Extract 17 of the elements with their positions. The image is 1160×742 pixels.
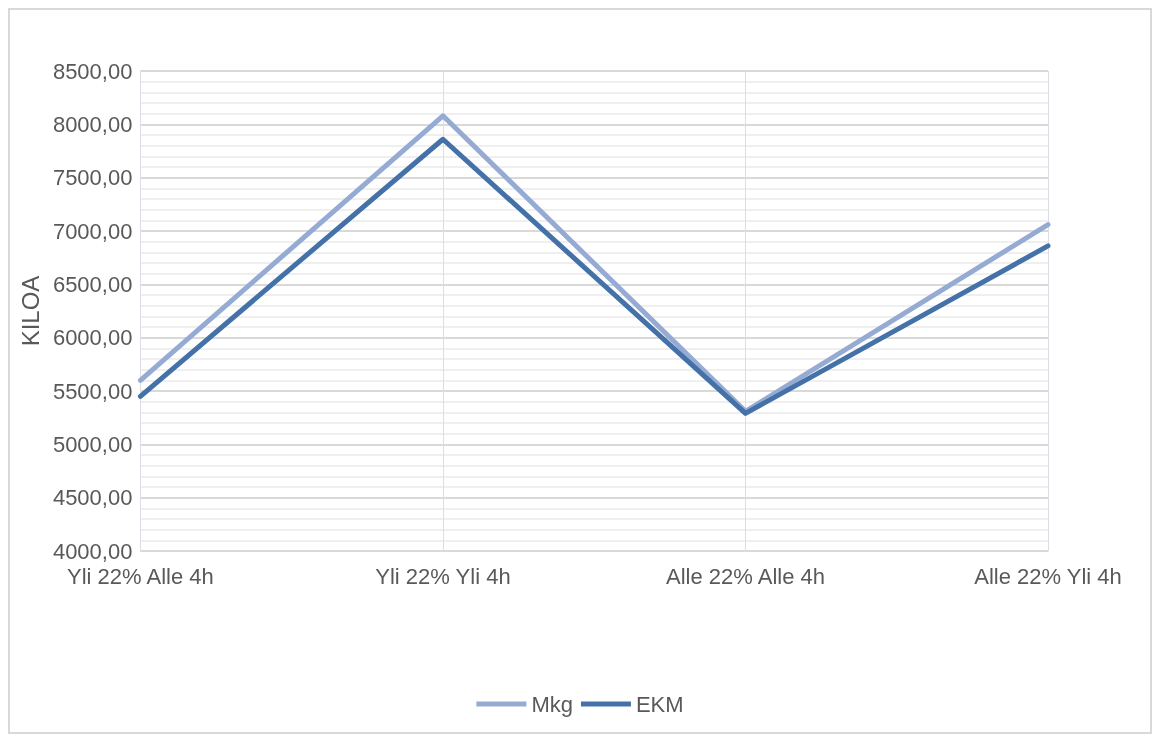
x-tick-label: Yli 22% Yli 4h [375, 563, 511, 589]
y-tick-label: 7000,00 [52, 218, 133, 244]
x-tick-label: Yli 22% Alle 4h [67, 563, 214, 589]
y-tick-label: 4500,00 [52, 485, 133, 511]
y-tick-label: 6000,00 [52, 325, 133, 351]
y-tick-label: 5000,00 [52, 431, 133, 457]
y-tick-label: 5500,00 [52, 378, 133, 404]
x-tick-label: Alle 22% Yli 4h [974, 563, 1122, 589]
y-tick-label: 4000,00 [52, 538, 133, 564]
y-tick-label: 8500,00 [52, 58, 133, 84]
y-tick-label: 8000,00 [52, 111, 133, 137]
y-tick-label: 7500,00 [52, 165, 133, 191]
x-tick-label: Alle 22% Alle 4h [665, 563, 825, 589]
legend-label: Mkg [531, 691, 573, 717]
legend-label: EKM [635, 691, 684, 717]
y-axis-title: KILOA [16, 275, 44, 347]
y-tick-label: 6500,00 [52, 271, 133, 297]
